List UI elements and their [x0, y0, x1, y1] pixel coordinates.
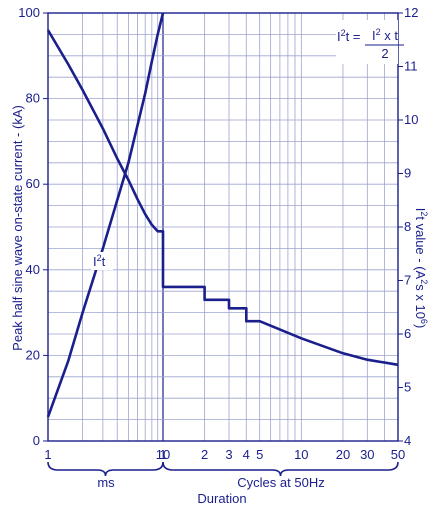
left-tick-label: 60 [26, 176, 40, 191]
right-tick-label: 12 [404, 5, 418, 20]
cycles-tick-label: 20 [336, 447, 350, 462]
cycles-unit-label: Cycles at 50Hz [237, 475, 324, 490]
svg-text:I2 x t: I2 x t [372, 27, 398, 43]
duration-braces [47, 461, 399, 477]
formula: I2t = I2 x t 2 [336, 20, 404, 64]
ms-brace [47, 461, 164, 477]
left-tick-label: 20 [26, 347, 40, 362]
right-tick-label: 9 [404, 166, 411, 181]
ms-tick-label: 10 [156, 447, 170, 462]
svg-text:I2t =: I2t = [337, 28, 360, 44]
cycles-tick-label: 30 [360, 447, 374, 462]
x-axis-title: Duration [197, 491, 246, 506]
series-i2t-line [46, 12, 165, 418]
right-tick-label: 5 [404, 380, 411, 395]
cycles-tick-label: 2 [201, 447, 208, 462]
cycles-tick-label: 10 [294, 447, 308, 462]
left-axis-label: Peak half sine wave on-state current - (… [10, 105, 25, 351]
left-tick-label: 80 [26, 91, 40, 106]
cycles-tick-label: 4 [243, 447, 250, 462]
cycles-tick-label: 5 [256, 447, 263, 462]
right-axis-label: I2t value - (A2s x 106) [413, 208, 429, 329]
series-peak-current-line [46, 29, 399, 367]
left-tick-label: 0 [33, 433, 40, 448]
svg-text:I2t: I2t [93, 253, 106, 269]
svg-text:2: 2 [381, 46, 388, 61]
left-tick-label: 40 [26, 262, 40, 277]
right-tick-label: 11 [404, 59, 418, 74]
ms-unit-label: ms [97, 475, 115, 490]
cycles-tick-label: 1 [159, 447, 166, 462]
right-tick-label: 8 [404, 219, 411, 234]
left-axis-ticks: 0 20 40 60 80 100 [18, 5, 48, 448]
curves [46, 12, 399, 418]
right-tick-label: 6 [404, 326, 411, 341]
series-label-i2t: I2t [91, 252, 113, 270]
cycles-tick-label: 3 [225, 447, 232, 462]
right-tick-label: 7 [404, 273, 411, 288]
cycles-tick-label: 50 [391, 447, 405, 462]
right-axis-ticks: 4 5 6 7 8 9 10 11 12 [398, 5, 418, 448]
right-tick-label: 10 [404, 112, 418, 127]
ms-tick-label: 1 [44, 447, 51, 462]
grid [48, 13, 398, 441]
cycles-brace [162, 461, 399, 477]
right-tick-label: 4 [404, 433, 411, 448]
left-tick-label: 100 [18, 5, 40, 20]
bottom-axis-ticks: 1 101 2 3 4 5 10 20 30 50 [44, 447, 405, 462]
